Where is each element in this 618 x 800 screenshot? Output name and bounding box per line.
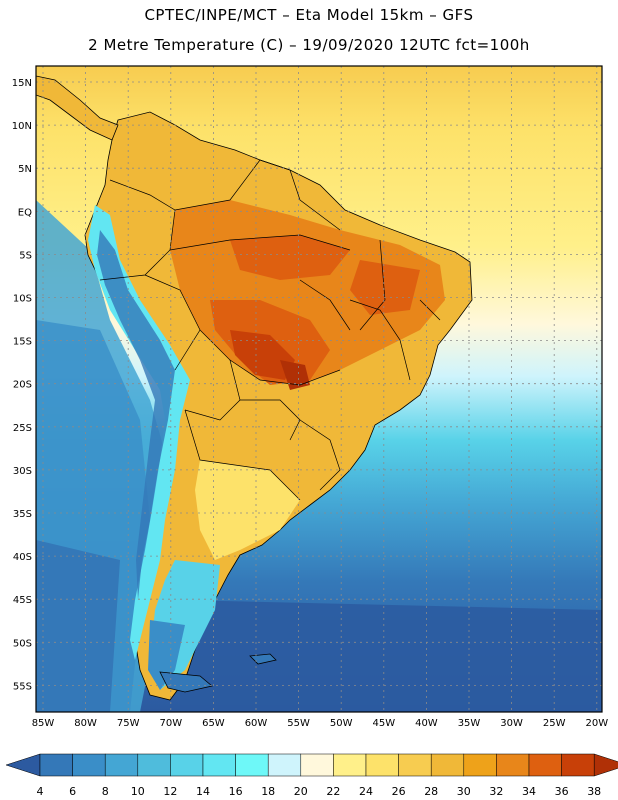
lat-tick-label: 10S <box>13 294 32 305</box>
lon-tick-label: 55W <box>287 718 310 729</box>
colorbar-tick-label: 6 <box>69 785 76 798</box>
colorbar <box>5 753 618 777</box>
colorbar-tick-label: 22 <box>326 785 340 798</box>
andes-high-peaks <box>97 230 175 600</box>
colorbar-segment <box>561 753 595 777</box>
colorbar-segment <box>430 753 465 777</box>
lon-tick-label: 85W <box>32 718 55 729</box>
hottest-core <box>280 360 310 390</box>
lon-tick-label: 20W <box>585 718 608 729</box>
map-title-line-2: 2 Metre Temperature (C) – 19/09/2020 12U… <box>88 36 530 54</box>
southern-patagonia <box>148 620 185 690</box>
pampas-region <box>195 460 300 560</box>
colorbar-tick-label: 36 <box>555 785 569 798</box>
colorbar-tick-label: 4 <box>37 785 44 798</box>
colorbar-segment <box>365 753 399 777</box>
country-borders <box>99 159 441 501</box>
colorbar-tick-label: 20 <box>294 785 308 798</box>
colorbar-tick-label: 32 <box>489 785 503 798</box>
falkland-islands <box>249 653 277 665</box>
latitude-axis: 15N 10N 5N EQ 5S 10S 15S 20S 25S 30S 35S 40S 45S 50S 5… <box>12 78 32 692</box>
colorbar-tick-label: 38 <box>587 785 601 798</box>
colorbar-tick-label: 26 <box>392 785 406 798</box>
graticule <box>36 66 602 712</box>
lat-tick-label: 10N <box>12 121 32 132</box>
lat-tick-label: 15N <box>12 78 32 89</box>
colorbar-tick-label: 16 <box>229 785 243 798</box>
colorbar-segment <box>333 753 367 777</box>
colorbar-tick-label: 18 <box>261 785 275 798</box>
lat-tick-label: 35S <box>13 509 32 520</box>
colorbar-segment <box>104 753 139 777</box>
colorbar-segment <box>235 753 269 777</box>
amazon-hot-region <box>230 235 350 280</box>
lon-tick-label: 60W <box>245 718 268 729</box>
colorbar-segment <box>398 753 432 777</box>
colorbar-tick-label: 34 <box>522 785 536 798</box>
colorbar-ticks: 4 6 8 10 12 14 16 18 20 22 24 26 28 30 32 34 36 38 <box>37 785 602 798</box>
longitude-axis: 85W 80W 75W 70W 65W 60W 55W 50W 45W 40W 35W 30W 25W 2… <box>32 718 609 729</box>
southern-ocean-band <box>180 600 602 712</box>
lat-tick-label: 30S <box>13 466 32 477</box>
lon-tick-label: 30W <box>500 718 523 729</box>
map-frame <box>35 65 603 713</box>
colorbar-tick-label: 10 <box>131 785 145 798</box>
colorbar-tick-label: 30 <box>457 785 471 798</box>
lat-tick-label: 25S <box>13 423 32 434</box>
colorbar-tick-label: 28 <box>424 785 438 798</box>
lon-tick-label: 65W <box>202 718 225 729</box>
colorbar-segment <box>39 753 73 777</box>
map-field <box>36 66 602 712</box>
colorbar-segment <box>72 753 106 777</box>
colorbar-segment <box>267 753 302 777</box>
colorbar-segment <box>528 753 562 777</box>
lon-tick-label: 40W <box>415 718 438 729</box>
colorbar-segment <box>496 753 530 777</box>
map-title-line-1: CPTEC/INPE/MCT – Eta Model 15km – GFS <box>144 6 474 24</box>
lon-tick-label: 45W <box>372 718 395 729</box>
colorbar-segment <box>300 753 334 777</box>
lon-tick-label: 80W <box>74 718 97 729</box>
colorbar-max-arrow <box>593 753 618 777</box>
colorbar-min-arrow <box>5 753 41 777</box>
lat-tick-label: 40S <box>13 552 32 563</box>
lat-tick-label: EQ <box>18 207 32 218</box>
northeast-hot-region <box>350 260 420 315</box>
colorbar-tick-label: 14 <box>196 785 210 798</box>
colorbar-segment <box>463 753 497 777</box>
colorbar-segment <box>202 753 236 777</box>
lat-tick-label: 15S <box>13 337 32 348</box>
tierra-del-fuego <box>159 671 213 693</box>
colorbar-segment <box>170 753 204 777</box>
lon-tick-label: 70W <box>159 718 182 729</box>
hottest-region <box>230 330 295 380</box>
colorbar-tick-label: 24 <box>359 785 373 798</box>
central-america <box>36 75 119 141</box>
lat-tick-label: 55S <box>13 681 32 692</box>
lon-tick-label: 35W <box>458 718 481 729</box>
lat-tick-label: 5S <box>19 250 32 261</box>
lat-tick-label: 45S <box>13 595 32 606</box>
colorbar-tick-label: 12 <box>163 785 177 798</box>
lat-tick-label: 20S <box>13 380 32 391</box>
lat-tick-label: 5N <box>18 164 32 175</box>
lon-tick-label: 25W <box>543 718 566 729</box>
lon-tick-label: 75W <box>117 718 140 729</box>
colorbar-segment <box>137 753 171 777</box>
lat-tick-label: 50S <box>13 638 32 649</box>
lon-tick-label: 50W <box>330 718 353 729</box>
pacific-colder-band <box>36 540 120 712</box>
colorbar-tick-label: 8 <box>102 785 109 798</box>
